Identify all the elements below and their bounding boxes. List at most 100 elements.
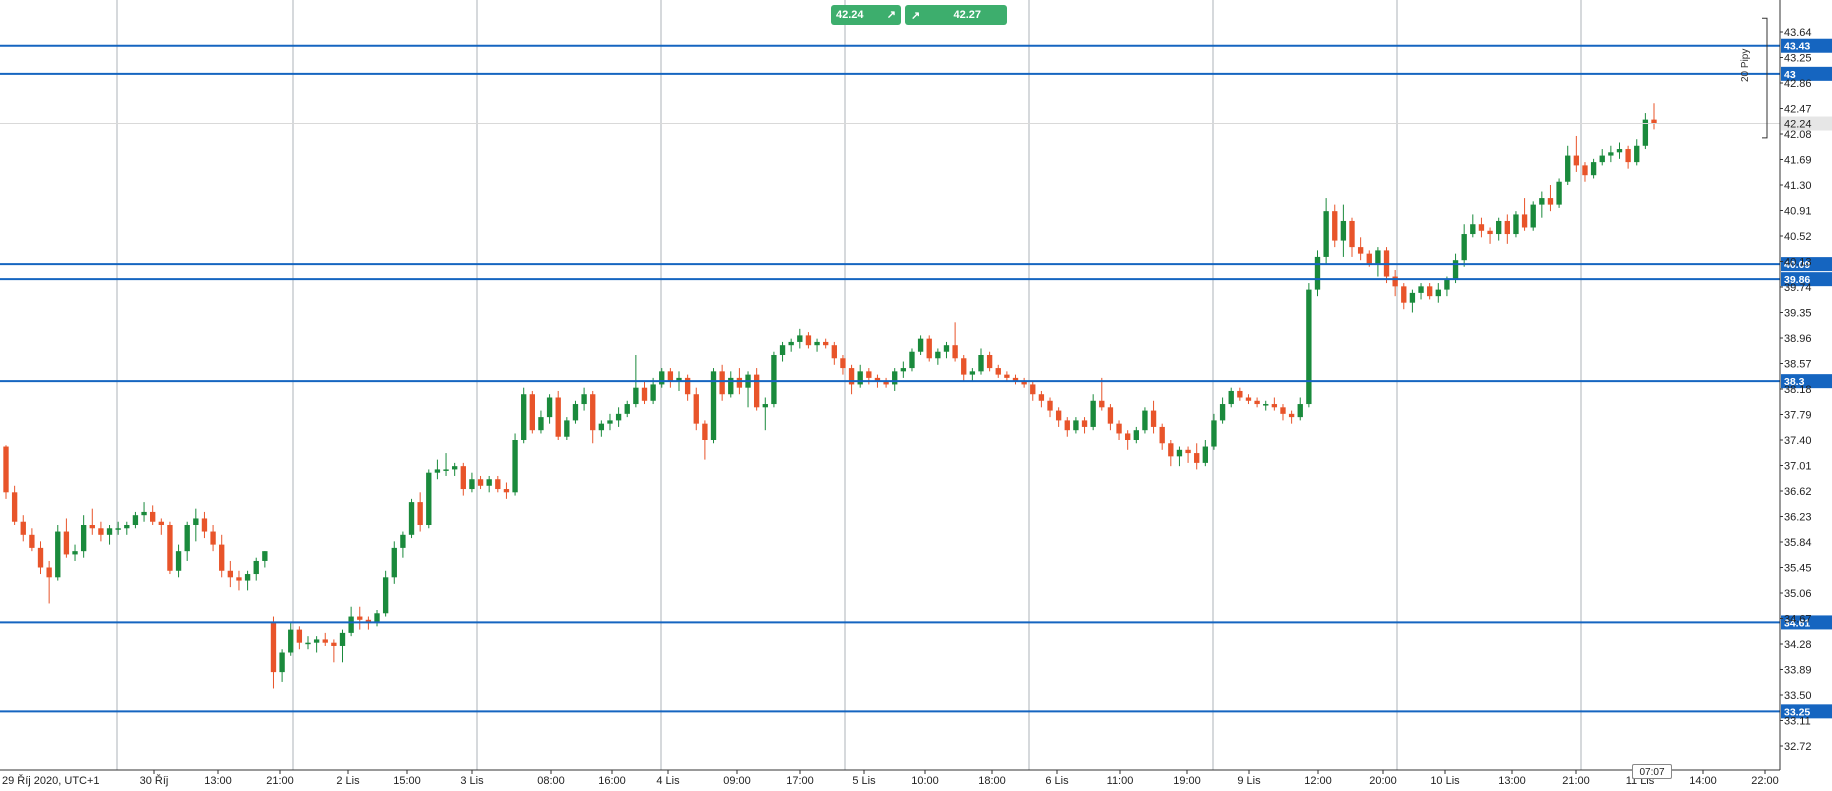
candle-body	[538, 417, 544, 431]
y-tick-label: 42.86	[1784, 78, 1812, 90]
candle-body	[831, 345, 837, 359]
candle-body	[296, 629, 303, 643]
candle-body	[374, 613, 380, 624]
candle-body	[1461, 234, 1467, 261]
candle-body	[417, 502, 423, 525]
y-tick-label: 40.52	[1784, 231, 1812, 243]
candle-body	[1081, 420, 1088, 427]
x-tick-label: 08:00	[537, 775, 565, 787]
x-tick-label: 6 Lis	[1045, 775, 1069, 787]
x-tick-label: 19:00	[1173, 775, 1201, 787]
candle-body	[236, 577, 242, 581]
candle-body	[227, 570, 234, 578]
candle-body	[1418, 286, 1424, 293]
y-tick-label: 40.13	[1784, 257, 1812, 269]
candle-body	[788, 341, 794, 346]
candle-body	[339, 632, 346, 646]
candle-body	[115, 528, 121, 530]
candle-body	[391, 547, 397, 578]
x-tick-label: 9 Lis	[1237, 775, 1261, 787]
candle-body	[1634, 145, 1640, 163]
candle-body	[37, 547, 44, 568]
candle-body	[141, 511, 147, 516]
candle-body	[1219, 404, 1226, 421]
candle-body	[1073, 420, 1079, 431]
candle-body	[279, 652, 285, 673]
grid-layer	[116, 0, 1582, 770]
candle-body	[1530, 204, 1536, 228]
candle-body	[1452, 260, 1459, 280]
candle-body	[1064, 420, 1070, 431]
candle-body	[80, 525, 87, 552]
candle-body	[529, 394, 535, 431]
candle-body	[1090, 400, 1096, 427]
x-tick-label: 13:00	[1498, 775, 1526, 787]
candle-body	[969, 371, 976, 375]
x-tick-label: 2 Lis	[336, 775, 360, 787]
candle-body	[572, 404, 579, 421]
candle-body	[564, 420, 570, 437]
level-price-label: 43	[1784, 69, 1796, 81]
candle-body	[771, 355, 777, 405]
candle-body	[1444, 279, 1450, 290]
candle-body	[1426, 286, 1433, 297]
candle-body	[1133, 430, 1139, 440]
candle-body	[943, 345, 950, 352]
y-tick-label: 35.06	[1784, 588, 1812, 600]
candle-body	[805, 335, 812, 346]
candle-body	[1513, 214, 1519, 235]
measure-bracket	[1762, 17, 1768, 139]
candle-body	[1642, 119, 1649, 146]
sell-button[interactable]: 42.24 ↗	[831, 5, 901, 25]
candle-body	[1288, 413, 1295, 418]
candle-body	[1116, 423, 1122, 434]
candle-body	[659, 371, 665, 385]
candle-body	[1245, 397, 1252, 401]
x-tick-label: 12:00	[1304, 775, 1332, 787]
level-price-tag	[1781, 704, 1832, 719]
candle-body	[1237, 390, 1243, 398]
y-tick-label: 33.89	[1784, 665, 1812, 677]
candle-body	[167, 525, 173, 571]
candle-body	[1401, 286, 1407, 303]
measure-tool-label: 20 Pipy	[1740, 48, 1751, 82]
candle-body	[1211, 420, 1217, 447]
candle-body	[495, 479, 501, 490]
candle-body	[874, 377, 881, 382]
candle-body	[1194, 453, 1200, 463]
buy-button[interactable]: ↗ 42.27	[905, 5, 1007, 25]
x-tick-label: 16:00	[598, 775, 626, 787]
candle-body	[814, 341, 820, 346]
level-price-label: 43.43	[1784, 41, 1810, 53]
candle-body	[348, 616, 354, 633]
candle-body	[590, 394, 596, 431]
candle-body	[1599, 155, 1605, 163]
y-tick-label: 38.18	[1784, 384, 1812, 396]
candle-body	[1547, 198, 1554, 205]
candle-body	[3, 446, 9, 493]
y-tick-label: 33.11	[1784, 716, 1811, 728]
y-tick-label: 40.91	[1784, 206, 1812, 218]
candle-body	[710, 371, 717, 440]
candle-body	[322, 639, 328, 643]
candle-body	[1228, 390, 1234, 405]
candle-body	[840, 358, 846, 369]
candle-body	[753, 374, 760, 408]
level-price-label: 33.25	[1784, 706, 1810, 718]
y-tick-label: 35.84	[1784, 537, 1812, 549]
candle-body	[1004, 374, 1010, 378]
candle-body	[1625, 149, 1631, 163]
y-tick-label: 37.79	[1784, 410, 1812, 422]
candle-body	[848, 368, 855, 385]
candle-body	[1478, 224, 1485, 231]
candle-body	[1297, 404, 1303, 418]
candle-body	[313, 639, 320, 643]
candle-body	[1159, 426, 1165, 444]
x-tick-label: 10:00	[911, 775, 939, 787]
x-tick-label: 4 Lis	[656, 775, 680, 787]
candle-body	[253, 560, 259, 575]
candle-body	[1332, 211, 1338, 241]
candle-body	[1176, 449, 1183, 457]
